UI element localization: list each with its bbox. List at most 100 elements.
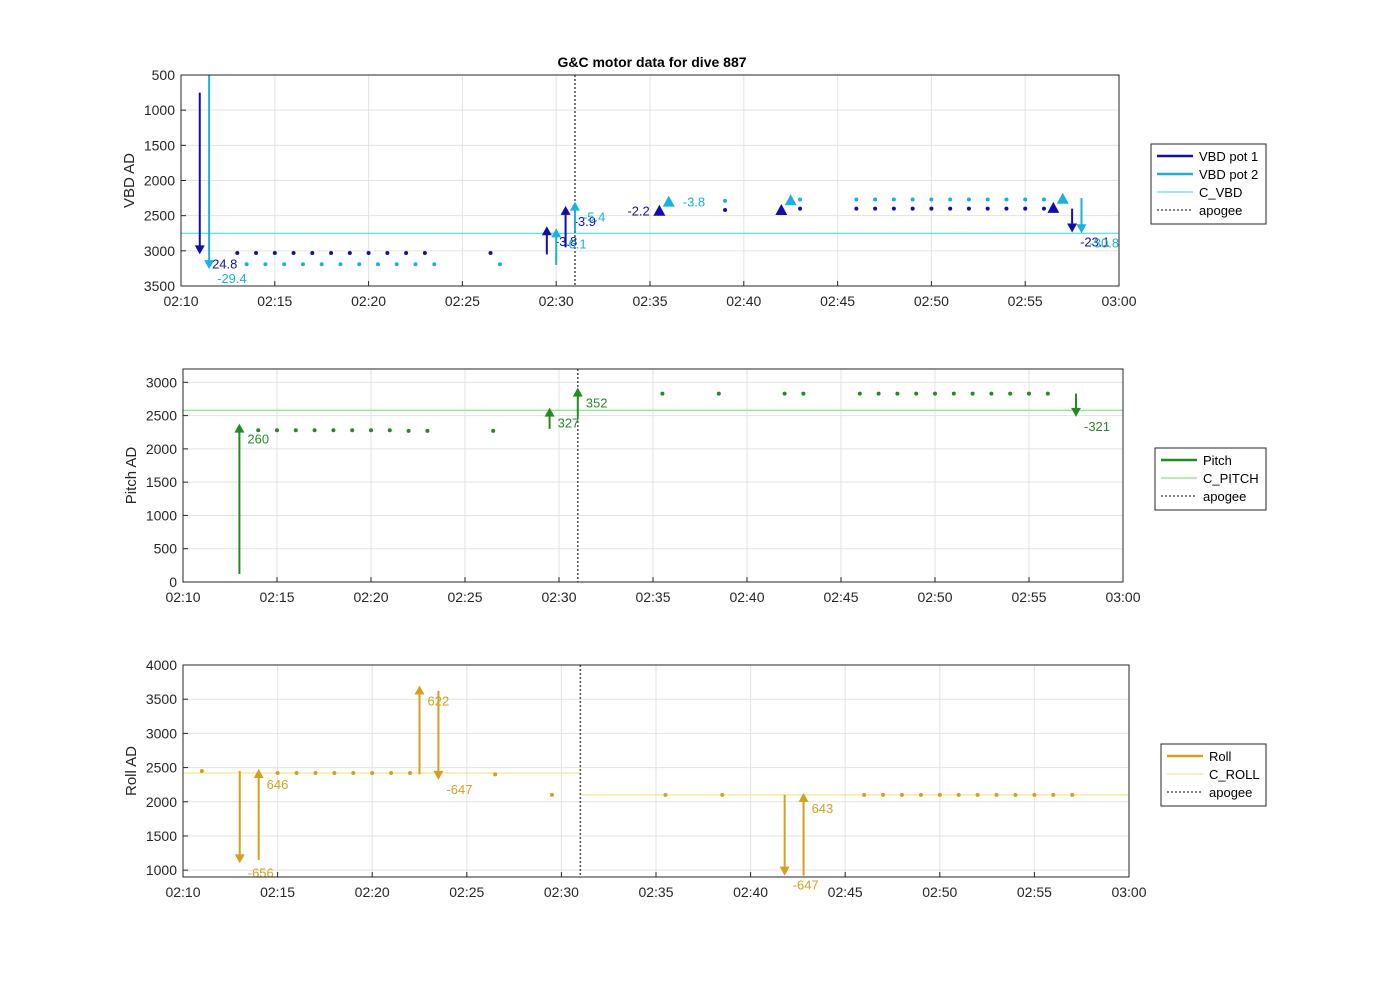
pitch-event-arrow-head <box>234 423 245 433</box>
vbd-data-point <box>948 206 953 211</box>
vbd-data-point <box>910 197 915 202</box>
vbd-data-point <box>723 198 728 203</box>
vbd-data-point <box>385 250 390 255</box>
vbd-event-label: -29.4 <box>217 271 247 286</box>
roll-data-point <box>862 792 867 797</box>
roll-data-point <box>351 771 356 776</box>
roll-data-point <box>199 769 204 773</box>
roll-data-point <box>956 792 961 797</box>
vbd-event-label: -24.8 <box>208 256 238 271</box>
pitch-xtick-label: 02:35 <box>635 589 670 605</box>
pitch-legend-label: Pitch <box>1203 453 1232 468</box>
vbd-data-point <box>357 262 362 267</box>
roll-data-point <box>899 792 904 797</box>
vbd-legend-label: VBD pot 1 <box>1199 149 1258 164</box>
pitch-xtick-label: 02:30 <box>541 589 576 605</box>
vbd-triangle-marker <box>775 204 788 216</box>
vbd-ytick-label: 1500 <box>144 137 175 153</box>
vbd-triangle-marker <box>662 195 675 207</box>
roll-data-point <box>332 771 337 776</box>
vbd-data-point <box>1004 206 1009 211</box>
vbd-event-label: -5.4 <box>583 210 605 225</box>
vbd-data-point <box>422 250 427 255</box>
vbd-data-point <box>985 197 990 202</box>
roll-panel: -656646622-647-64764302:1002:1502:2002:2… <box>123 657 1267 900</box>
vbd-marker-label: -2.2 <box>627 204 649 219</box>
vbd-marker-label: -3.8 <box>683 195 705 210</box>
pitch-xtick-label: 02:20 <box>353 589 388 605</box>
vbd-xtick-label: 02:15 <box>257 293 292 309</box>
roll-xtick-label: 02:10 <box>165 884 200 900</box>
pitch-data-point <box>895 391 900 396</box>
vbd-data-point <box>244 262 249 267</box>
vbd-legend-label: C_VBD <box>1199 185 1242 200</box>
vbd-xtick-label: 02:20 <box>351 293 386 309</box>
roll-event-arrow-head <box>779 866 790 876</box>
vbd-data-point <box>1041 206 1046 211</box>
pitch-data-point <box>425 428 430 433</box>
pitch-data-point <box>312 428 317 433</box>
vbd-data-point <box>873 206 878 211</box>
roll-event-arrow-head <box>253 768 264 778</box>
roll-data-point <box>493 772 498 777</box>
pitch-xtick-label: 02:50 <box>917 589 952 605</box>
vbd-data-point <box>723 208 728 213</box>
pitch-data-point <box>857 391 862 396</box>
vbd-data-point <box>798 197 803 202</box>
vbd-legend-label: apogee <box>1199 203 1242 218</box>
vbd-triangle-marker <box>784 194 797 206</box>
vbd-data-point <box>375 262 380 267</box>
roll-data-point <box>275 771 280 776</box>
roll-data-point <box>994 792 999 797</box>
vbd-xtick-label: 02:40 <box>726 293 761 309</box>
roll-ytick-label: 4000 <box>146 657 177 673</box>
roll-xtick-label: 02:20 <box>355 884 390 900</box>
vbd-data-point <box>432 262 437 267</box>
roll-data-point <box>1051 792 1056 797</box>
vbd-event-label: -23.1 <box>1080 235 1110 250</box>
roll-event-label: 643 <box>812 801 834 816</box>
roll-event-label: -647 <box>446 782 472 797</box>
vbd-data-point <box>929 206 934 211</box>
roll-ytick-label: 1500 <box>146 828 177 844</box>
pitch-data-point <box>293 428 298 433</box>
vbd-legend-label: VBD pot 2 <box>1199 167 1258 182</box>
vbd-ytick-label: 1000 <box>144 102 175 118</box>
roll-data-point <box>370 771 375 776</box>
roll-event-arrow-head <box>414 685 425 695</box>
vbd-data-point <box>1004 197 1009 202</box>
roll-xtick-label: 02:50 <box>922 884 957 900</box>
pitch-data-point <box>801 391 806 396</box>
roll-event-arrow-head <box>798 792 809 802</box>
pitch-event-label: 260 <box>247 432 269 447</box>
roll-xtick-label: 02:15 <box>260 884 295 900</box>
pitch-ylabel: Pitch AD <box>123 447 140 505</box>
vbd-data-point <box>798 206 803 211</box>
pitch-data-point <box>1045 391 1050 396</box>
vbd-data-point <box>329 250 334 255</box>
pitch-event-arrow-head <box>572 387 583 397</box>
vbd-data-point <box>1023 197 1028 202</box>
vbd-ytick-label: 2000 <box>144 173 175 189</box>
pitch-data-point <box>491 428 496 433</box>
vbd-event-arrow-head <box>1067 223 1078 233</box>
roll-event-label: -647 <box>793 878 819 893</box>
vbd-data-point <box>948 197 953 202</box>
vbd-data-point <box>394 262 399 267</box>
vbd-ytick-label: 3500 <box>144 278 175 294</box>
roll-event-label: -656 <box>248 865 274 880</box>
vbd-data-point <box>300 262 305 267</box>
pitch-data-point <box>933 391 937 396</box>
vbd-ytick-label: 2500 <box>144 208 175 224</box>
vbd-event-arrow-head <box>194 245 205 255</box>
roll-ytick-label: 3000 <box>146 725 177 741</box>
vbd-data-point <box>966 206 971 211</box>
pitch-ytick-label: 500 <box>154 541 178 557</box>
roll-data-point <box>1032 792 1037 797</box>
vbd-data-point <box>254 250 259 255</box>
vbd-event-arrow-head <box>541 226 552 236</box>
roll-data-point <box>549 792 554 797</box>
